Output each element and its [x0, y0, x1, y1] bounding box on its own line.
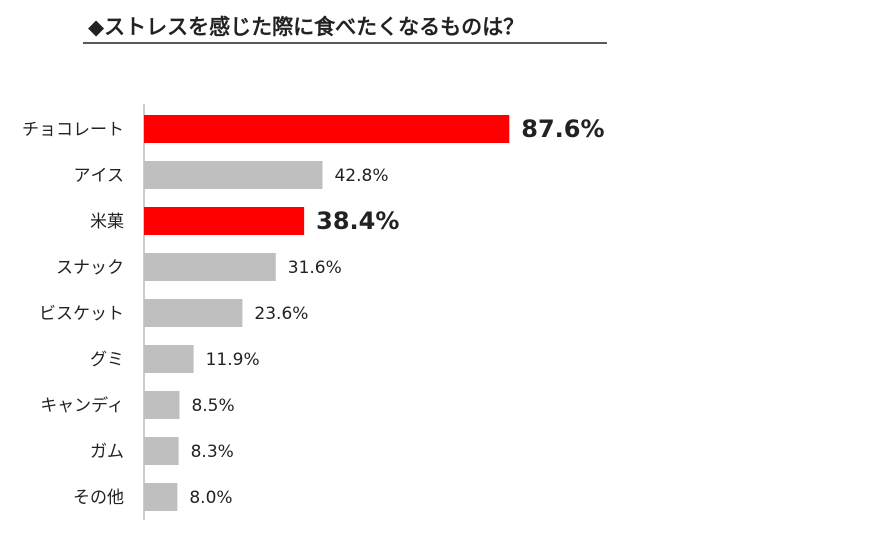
bar	[144, 253, 276, 281]
value-label: 23.6%	[254, 304, 308, 324]
category-label: ガム	[90, 442, 124, 462]
bar	[144, 391, 180, 419]
category-label: グミ	[90, 350, 124, 370]
value-label: 31.6%	[288, 258, 342, 278]
chart-title: ◆ストレスを感じた際に食べたくなるものは？	[88, 15, 524, 39]
value-label: 38.4%	[316, 207, 399, 235]
category-label: アイス	[74, 166, 125, 186]
bar	[144, 207, 305, 235]
value-label: 8.0%	[189, 488, 232, 508]
value-label: 11.9%	[206, 350, 260, 370]
category-label: スナック	[56, 258, 124, 278]
value-label: 42.8%	[334, 166, 388, 186]
bar	[144, 437, 179, 465]
value-label: 8.5%	[191, 396, 234, 416]
value-label: 8.3%	[191, 442, 234, 462]
value-label: 87.6%	[521, 115, 604, 143]
category-label: ビスケット	[39, 304, 124, 324]
bar	[144, 299, 243, 327]
bar	[144, 483, 178, 511]
category-label: 米菓	[90, 212, 124, 232]
bar	[144, 345, 194, 373]
bar	[144, 115, 510, 143]
category-label: チョコレート	[22, 120, 124, 140]
bar	[144, 161, 323, 189]
category-label: その他	[73, 488, 124, 508]
category-label: キャンディ	[40, 395, 124, 416]
